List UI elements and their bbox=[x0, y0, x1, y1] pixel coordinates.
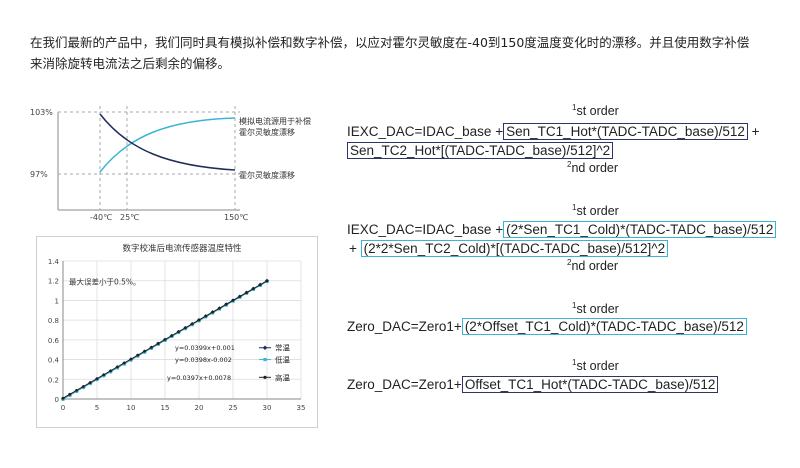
drift-falling-curve bbox=[99, 113, 236, 171]
data-point-高温 bbox=[238, 295, 242, 298]
legend-marker bbox=[263, 357, 267, 362]
x-tick-label: 5 bbox=[95, 404, 99, 412]
legend-marker bbox=[263, 375, 267, 379]
calibration-chart: 数字校准后电流传感器温度特性 0 0.2 0.4 0.6 0.8 1 1.2 1.4 0 5 10 15… bbox=[48, 243, 306, 412]
y-tick-label: 0.4 bbox=[48, 357, 60, 365]
data-point-高温 bbox=[204, 314, 208, 318]
drift-x-label-25: 25℃ bbox=[120, 213, 139, 222]
data-point-高温 bbox=[82, 385, 85, 388]
eq1-line1: IEXC_DAC=IDAC_base + Sen_TC1_Hot*(TADC-TA… bbox=[347, 123, 760, 140]
series-equation: y=0.0397x+0.0078 bbox=[167, 374, 231, 382]
data-point-高温 bbox=[218, 306, 221, 310]
eq2-order-top: 1st order bbox=[572, 203, 619, 219]
eq3-prefix: Zero_DAC=Zero1+ bbox=[347, 319, 462, 334]
eq3-term-first-order: (2*Offset_TC1_Cold)*(TADC-TADC_base)/512 bbox=[461, 318, 747, 335]
data-point-高温 bbox=[258, 283, 262, 287]
data-point-高温 bbox=[245, 291, 249, 294]
data-point-高温 bbox=[75, 389, 78, 392]
x-tick-label: 10 bbox=[127, 404, 136, 412]
eq1-order-top: 1st order bbox=[572, 103, 619, 119]
intro-line-1: 在我们最新的产品中，我们同时具有模拟补偿和数字补偿，以应对霍尔灵敏度在-40到1… bbox=[30, 35, 750, 50]
eq4-line1: Zero_DAC=Zero1+ Offset_TC1_Hot*(TADC-TADC… bbox=[347, 376, 719, 393]
x-tick-label: 0 bbox=[61, 404, 65, 412]
drift-rising-label-1: 模拟电流源用于补偿 bbox=[239, 116, 311, 126]
data-point-高温 bbox=[184, 326, 187, 330]
data-point-高温 bbox=[95, 377, 99, 381]
y-tick-label: 1 bbox=[55, 297, 59, 305]
data-point-高温 bbox=[109, 369, 112, 373]
intro-line-2: 来消除旋转电流法之后剩余的偏移。 bbox=[30, 56, 231, 71]
x-tick-label: 25 bbox=[229, 404, 238, 412]
chart-annotation: 最大误差小于0.5%。 bbox=[69, 277, 141, 287]
eq2-prefix: IEXC_DAC=IDAC_base + bbox=[347, 222, 504, 237]
eq2-plus: + bbox=[349, 241, 361, 256]
eq2-line1: IEXC_DAC=IDAC_base + (2*Sen_TC1_Cold)*(TA… bbox=[347, 221, 777, 238]
data-point-高温 bbox=[211, 310, 215, 314]
data-point-高温 bbox=[150, 345, 153, 349]
data-point-高温 bbox=[68, 392, 72, 396]
x-tick-label: 15 bbox=[161, 404, 170, 412]
drift-rising-curve bbox=[99, 117, 236, 173]
y-tick-label: 0.2 bbox=[48, 376, 59, 384]
eq1-term-second-order: Sen_TC2_Hot*[(TADC-TADC_base)/512]^2 bbox=[347, 142, 614, 159]
data-point-高温 bbox=[197, 318, 201, 322]
drift-diagram: 103% 97% -40℃ 25℃ 150℃ 模拟电流源用于补偿 霍尔灵敏度漂移… bbox=[30, 106, 311, 222]
drift-rising-label-2: 霍尔灵敏度漂移 bbox=[239, 127, 295, 137]
eq1-plus: + bbox=[747, 124, 760, 139]
drift-x-label-m40: -40℃ bbox=[90, 213, 112, 222]
eq4-term-first-order: Offset_TC1_Hot*(TADC-TADC_base)/512 bbox=[461, 376, 719, 393]
drift-x-label-150: 150℃ bbox=[224, 213, 248, 222]
eq2-term-first-order: (2*Sen_TC1_Cold)*(TADC-TADC_base)/512 bbox=[503, 221, 777, 238]
x-tick-label: 35 bbox=[297, 404, 306, 412]
data-point-高温 bbox=[252, 287, 255, 291]
data-point-高温 bbox=[116, 365, 119, 369]
eq2-order-bottom: 2nd order bbox=[567, 258, 619, 274]
eq3-order-top: 1st order bbox=[572, 301, 619, 317]
legend-label: 高温 bbox=[275, 372, 290, 382]
data-point-高温 bbox=[136, 353, 140, 357]
data-point-高温 bbox=[177, 330, 181, 334]
eq1-line2: Sen_TC2_Hot*[(TADC-TADC_base)/512]^2 bbox=[347, 142, 614, 159]
legend-label: 常温 bbox=[275, 344, 290, 353]
data-point-高温 bbox=[88, 381, 92, 384]
data-point-高温 bbox=[224, 302, 228, 306]
eq4-prefix: Zero_DAC=Zero1+ bbox=[347, 377, 462, 392]
data-point-高温 bbox=[156, 342, 160, 345]
data-point-高温 bbox=[190, 322, 194, 326]
eq4-order-top: 1st order bbox=[572, 358, 619, 374]
y-tick-label: 1.4 bbox=[48, 258, 60, 266]
drift-y-top-label: 103% bbox=[30, 108, 53, 117]
series-equation: y=0.0398x-0.002 bbox=[175, 356, 232, 364]
data-point-高温 bbox=[129, 357, 133, 361]
data-point-高温 bbox=[143, 349, 146, 353]
data-point-高温 bbox=[265, 279, 269, 283]
eq1-term-first-order: Sen_TC1_Hot*(TADC-TADC_base)/512 bbox=[503, 123, 748, 140]
y-tick-label: 0 bbox=[55, 396, 59, 404]
data-point-高温 bbox=[163, 338, 167, 341]
legend-marker bbox=[262, 345, 268, 350]
eq1-order-bottom: 2nd order bbox=[567, 160, 619, 176]
y-tick-label: 1.2 bbox=[48, 278, 59, 286]
eq2-line2: + (2*2*Sen_TC2_Cold)*[(TADC-TADC_base)/5… bbox=[349, 240, 669, 257]
legend-label: 低温 bbox=[275, 355, 290, 365]
data-point-高温 bbox=[61, 396, 65, 400]
y-tick-label: 0.6 bbox=[48, 337, 60, 345]
calibration-chart-frame: 数字校准后电流传感器温度特性 0 0.2 0.4 0.6 0.8 1 1.2 1.4 0 5 10 15… bbox=[36, 236, 318, 428]
x-tick-label: 20 bbox=[195, 404, 204, 412]
y-tick-label: 0.8 bbox=[48, 317, 59, 325]
eq2-term-second-order: (2*2*Sen_TC2_Cold)*[(TADC-TADC_base)/512… bbox=[360, 240, 669, 257]
intro-paragraph: 在我们最新的产品中，我们同时具有模拟补偿和数字补偿，以应对霍尔灵敏度在-40到1… bbox=[30, 32, 780, 74]
eq1-prefix: IEXC_DAC=IDAC_base + bbox=[347, 124, 504, 139]
series-equation: y=0.0399x+0.001 bbox=[175, 344, 235, 352]
data-point-高温 bbox=[102, 373, 106, 377]
data-point-高温 bbox=[231, 298, 235, 302]
drift-falling-label: 霍尔灵敏度漂移 bbox=[239, 170, 295, 180]
data-point-高温 bbox=[170, 334, 174, 338]
x-tick-label: 30 bbox=[263, 404, 272, 412]
chart-title: 数字校准后电流传感器温度特性 bbox=[122, 243, 242, 254]
eq3-line1: Zero_DAC=Zero1+ (2*Offset_TC1_Cold)*(TADC… bbox=[347, 318, 747, 335]
drift-y-bottom-label: 97% bbox=[30, 170, 48, 179]
data-point-高温 bbox=[122, 361, 126, 365]
